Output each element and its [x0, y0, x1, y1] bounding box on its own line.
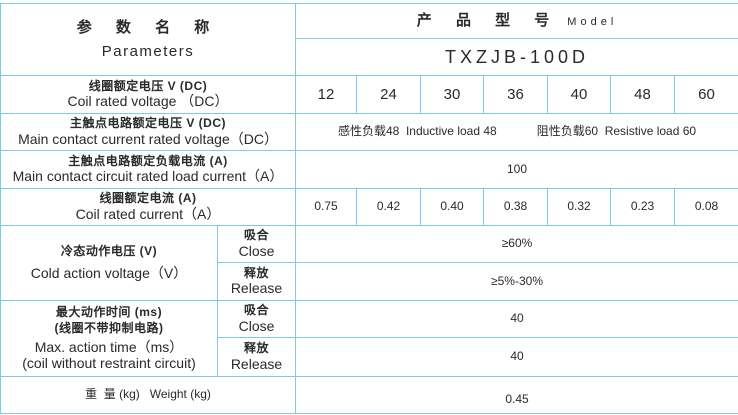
label-zh: 线圈额定电流 (A) [99, 191, 197, 206]
close-en: Close [238, 317, 275, 334]
release-zh: 释放 [244, 341, 270, 356]
cold-voltage-release-row: 释放 Release ≥5%-30% [1, 262, 738, 301]
label-zh: 冷态动作电压 (V) [60, 244, 158, 259]
value-cell: 100 [295, 150, 738, 189]
release-en: Release [230, 355, 283, 372]
load-current-row: 主触点电路额定负载电流 (A) Main contact circuit rate… [0, 150, 738, 189]
label-en: Main contact current rated voltage（DC） [18, 130, 278, 147]
label-en: Coil rated current（A） [75, 205, 221, 222]
resistive-load: 阻性负载60 Resistive load 60 [536, 124, 697, 139]
label-en: Cold action voltage（V） [30, 264, 188, 281]
model-zh: 产 品 型 号 [416, 11, 560, 29]
param-zh: 参 数 名 称 [76, 19, 220, 37]
value-cell: 12 [295, 75, 358, 114]
value-cell: 0.40 [420, 188, 485, 226]
label-en-note: (coil without restraint circuit) [22, 355, 196, 372]
close-zh: 吸合 [244, 303, 270, 318]
value-cell: 60 [674, 75, 738, 114]
parameters-header: 参 数 名 称 Parameters [0, 3, 297, 76]
model-header: 产 品 型 号 Model [295, 3, 738, 39]
label-zh: 最大动作时间 (ms) [55, 304, 163, 319]
label-en: Coil rated voltage （DC） [67, 93, 229, 110]
release-en: Release [230, 280, 283, 297]
value-cell: 0.08 [674, 188, 738, 226]
action-time-release-row: 释放 Release 40 [1, 337, 738, 377]
label-en: Max. action time（ms） [34, 339, 184, 356]
value-cell: 40 [295, 300, 738, 338]
value-cell: ≥5%-30% [295, 262, 738, 301]
weight-label: 重 量 (kg) Weight (kg) [0, 376, 297, 414]
coil-voltage-row: 线圈额定电压 V (DC) Coil rated voltage （DC） 12 … [0, 75, 738, 114]
cold-voltage-close-row: 冷态动作电压 (V) Cold action voltage（V） 吸合 Close… [0, 225, 738, 301]
label-zh-note: (线圈不带抑制电路) [54, 321, 164, 336]
close-zh: 吸合 [244, 228, 270, 243]
value-cell: 40 [547, 75, 612, 114]
label-zh: 线圈额定电压 V (DC) [88, 78, 208, 93]
model-en: Model [567, 15, 618, 28]
param-en: Parameters [101, 42, 195, 60]
value-cell: 36 [483, 75, 549, 114]
label-zh: 主触点电路额定负载电流 (A) [68, 153, 228, 168]
close-en: Close [238, 242, 275, 259]
value-cell: 48 [610, 75, 676, 114]
spec-table: 参 数 名 称 Parameters 产 品 型 号 Model TXZJB-10… [0, 3, 738, 414]
value-cell: 30 [420, 75, 485, 114]
value-cell: 24 [356, 75, 422, 114]
action-time-close-row: 最大动作时间 (ms) (线圈不带抑制电路) Max. action time（ms… [0, 300, 738, 377]
weight-row: 重 量 (kg) Weight (kg) 0.45 [0, 376, 738, 414]
value-cell: 0.38 [483, 188, 549, 226]
inductive-load: 感性负载48 Inductive load 48 [337, 124, 497, 139]
value-cell: 40 [295, 337, 738, 377]
contact-voltage-row: 主触点电路额定电压 V (DC) Main contact current rat… [0, 113, 738, 151]
release-zh: 释放 [244, 265, 270, 280]
value-cell: 0.32 [547, 188, 612, 226]
value-cell: 0.75 [295, 188, 358, 226]
value-cell: ≥60% [295, 225, 738, 263]
label-zh: 主触点电路额定电压 V (DC) [70, 116, 226, 131]
value-cell: 0.23 [610, 188, 676, 226]
model-name: TXZJB-100D [295, 38, 738, 76]
label-en: Main contact circuit rated load current（… [12, 168, 284, 185]
value-cell: 0.42 [356, 188, 422, 226]
coil-current-row: 线圈额定电流 (A) Coil rated current（A） 0.75 0.4… [0, 188, 738, 226]
value-cell: 0.45 [295, 376, 738, 414]
